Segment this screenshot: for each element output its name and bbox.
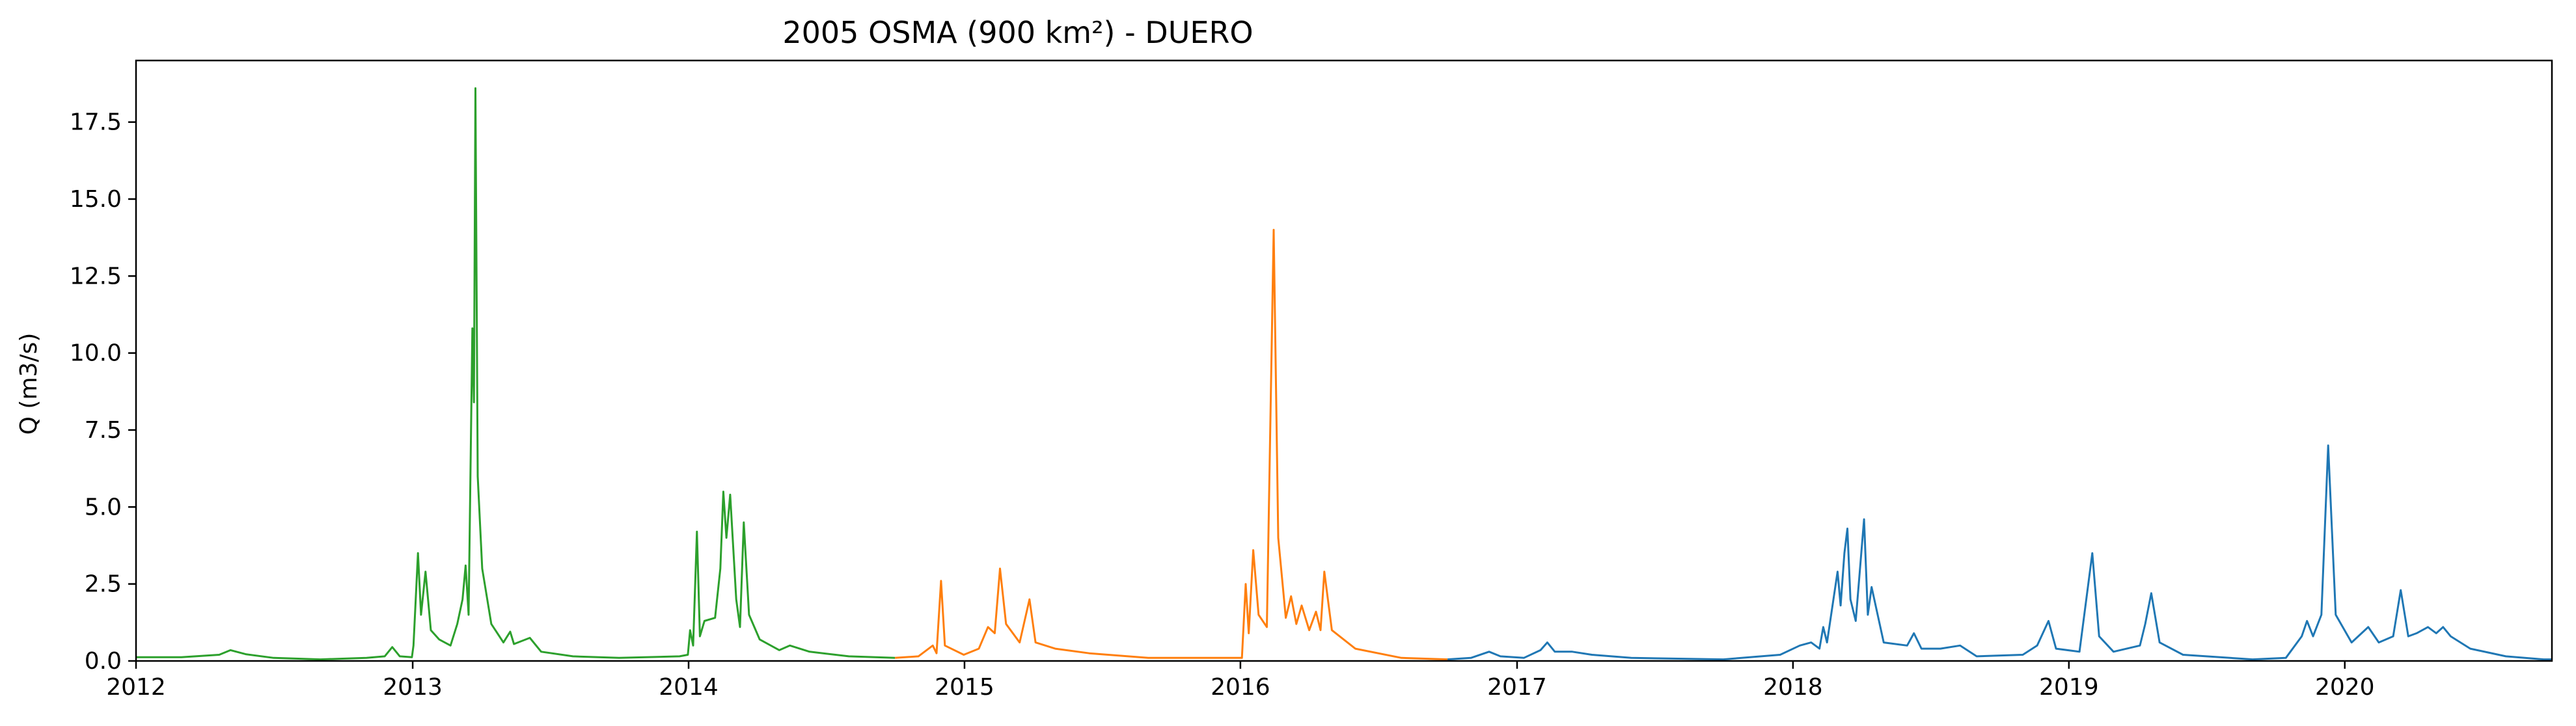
y-tick-label: 15.0 [70,186,122,213]
series-line-2 [895,228,1448,661]
series-line-3 [1447,444,2552,661]
y-tick-label: 12.5 [70,263,122,289]
plot-frame [135,59,2553,662]
x-tick-label: 2018 [1763,674,1823,701]
x-tick-label: 2016 [1211,674,1270,701]
x-tick-label: 2013 [383,674,443,701]
y-tick-label: 0.0 [85,648,122,675]
x-tick-label: 2012 [106,674,166,701]
x-tick-label: 2020 [2315,674,2375,701]
series-layer [136,87,2552,661]
y-tick-label: 2.5 [85,571,122,598]
x-tick-label: 2019 [2039,674,2099,701]
series-line-1 [136,87,896,661]
y-tick-label: 10.0 [70,340,122,367]
x-axis-ticks: 2012 2013 2014 2015 2016 2017 2018 2019 2020 [106,661,2375,701]
y-axis-ticks: 0.0 2.5 5.0 7.5 10.0 12.5 15.0 17.5 [70,109,136,675]
x-tick-label: 2015 [935,674,994,701]
y-tick-label: 5.0 [85,494,122,520]
y-tick-label: 17.5 [70,109,122,136]
x-tick-label: 2014 [659,674,719,701]
y-tick-label: 7.5 [85,417,122,444]
chart-title: 2005 OSMA (900 km²) - DUERO [782,15,1253,50]
x-tick-label: 2017 [1487,674,1547,701]
y-axis-label: Q (m3/s) [16,333,42,435]
